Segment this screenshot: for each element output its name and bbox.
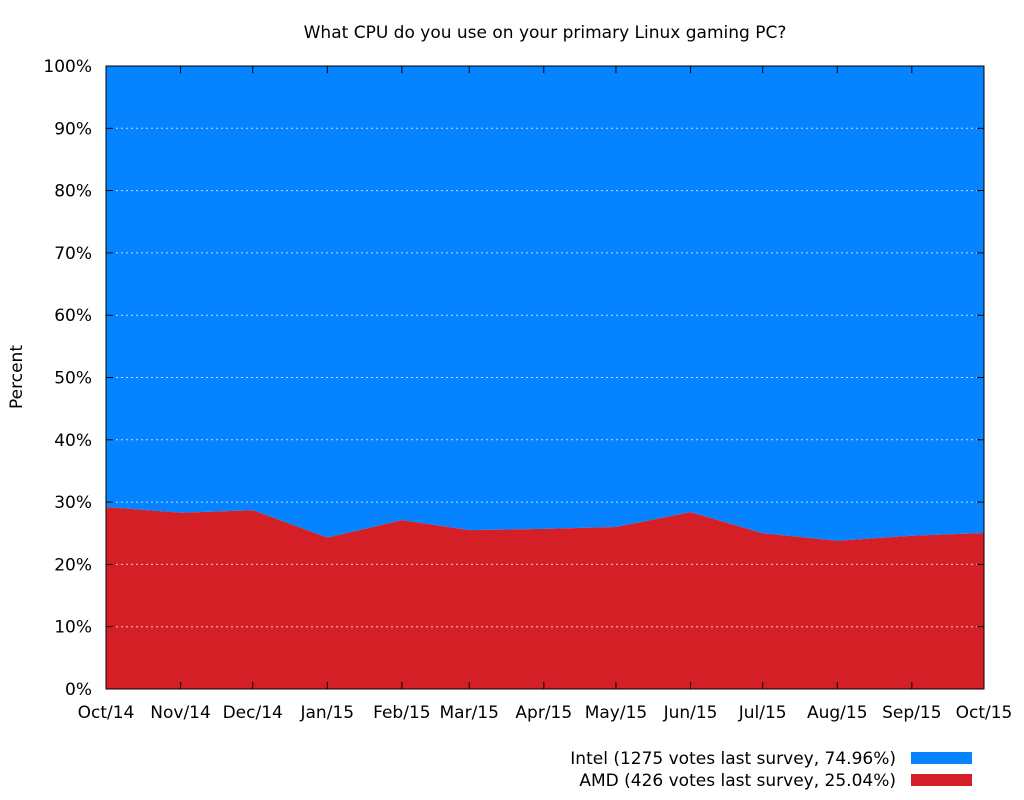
y-tick-label: 10%	[54, 618, 92, 638]
x-tick-label: Mar/15	[440, 703, 499, 723]
x-tick-label: Nov/14	[150, 703, 211, 723]
x-tick-label: Jun/15	[663, 703, 718, 723]
y-tick-label: 70%	[54, 244, 92, 264]
area-amd	[106, 507, 984, 689]
y-tick-label: 30%	[54, 493, 92, 513]
x-tick-label: May/15	[585, 703, 648, 723]
y-axis-label: Percent	[7, 345, 27, 409]
legend-label-amd: AMD (426 votes last survey, 25.04%)	[579, 771, 896, 791]
y-tick-label: 100%	[43, 57, 92, 77]
x-tick-label: Aug/15	[807, 703, 868, 723]
legend: Intel (1275 votes last survey, 74.96%) A…	[570, 749, 972, 791]
y-tick-label: 40%	[54, 431, 92, 451]
y-tick-labels: 0% 10% 20% 30% 40% 50% 60% 70% 80% 90% 100%	[43, 57, 92, 700]
y-tick-label: 80%	[54, 182, 92, 202]
y-tick-label: 50%	[54, 369, 92, 389]
x-tick-label: Oct/15	[956, 703, 1013, 723]
legend-swatch-amd	[911, 774, 972, 786]
legend-swatch-intel	[911, 752, 972, 764]
x-tick-label: Sep/15	[882, 703, 941, 723]
legend-label-intel: Intel (1275 votes last survey, 74.96%)	[570, 749, 896, 769]
x-tick-label: Feb/15	[373, 703, 430, 723]
y-tick-label: 0%	[65, 680, 92, 700]
x-tick-label: Jul/15	[738, 703, 787, 723]
gridlines	[106, 127, 984, 628]
y-tick-label: 90%	[54, 119, 92, 139]
y-tick-label: 60%	[54, 306, 92, 326]
y-tick-label: 20%	[54, 555, 92, 575]
x-tick-label: Jan/15	[300, 703, 355, 723]
x-tick-label: Apr/15	[515, 703, 572, 723]
axis-ticks	[105, 65, 985, 690]
x-tick-label: Dec/14	[223, 703, 283, 723]
area-series-group	[106, 66, 984, 689]
area-intel	[106, 66, 984, 541]
chart-title: What CPU do you use on your primary Linu…	[304, 23, 787, 43]
x-tick-label: Oct/14	[78, 703, 135, 723]
x-tick-labels: Oct/14 Nov/14 Dec/14 Jan/15 Feb/15 Mar/15 Apr/…	[78, 703, 1013, 723]
